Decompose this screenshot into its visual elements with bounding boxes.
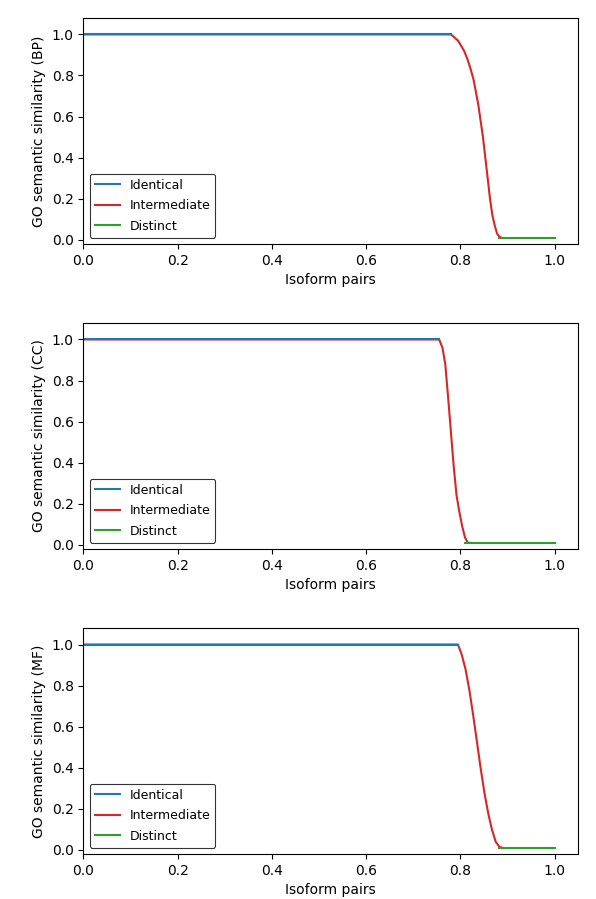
Intermediate [80,29,87,40]
Intermediate [492,836,499,847]
Intermediate [488,824,495,835]
Legend: Identical, Intermediate, Distinct: Identical, Intermediate, Distinct [89,479,215,543]
Distinct [551,538,558,548]
Distinct [496,842,503,853]
Intermediate [80,639,87,650]
Intermediate [464,538,471,548]
Y-axis label: GO semantic similarity (BP): GO semantic similarity (BP) [32,35,46,227]
Legend: Identical, Intermediate, Distinct: Identical, Intermediate, Distinct [89,784,215,848]
Intermediate [498,232,505,243]
Intermediate [461,532,468,543]
X-axis label: Isoform pairs: Isoform pairs [285,884,376,897]
Intermediate [445,392,452,403]
Intermediate [470,75,477,85]
Identical [80,639,87,650]
Line: Intermediate: Intermediate [83,340,470,543]
Identical [80,334,87,345]
Identical [436,334,443,345]
Intermediate [453,490,460,501]
Intermediate [448,426,455,437]
Intermediate [462,663,469,674]
Intermediate [470,709,477,720]
Intermediate [491,220,498,231]
Distinct [461,538,468,548]
Intermediate [465,684,473,695]
Intermediate [439,343,446,353]
Intermediate [454,639,461,650]
Intermediate [80,334,87,345]
Intermediate [482,152,489,163]
Intermediate [456,507,463,518]
Y-axis label: GO semantic similarity (MF): GO semantic similarity (MF) [32,645,46,838]
Identical [80,29,87,40]
Intermediate [489,209,496,220]
Intermediate [450,461,457,472]
Intermediate [472,86,479,97]
Intermediate [464,54,471,65]
Intermediate [458,649,465,660]
Intermediate [454,35,461,46]
Intermediate [461,46,468,57]
Intermediate [467,64,474,75]
Intermediate [479,132,486,143]
Distinct [551,842,558,853]
Intermediate [496,231,503,242]
Intermediate [436,334,443,345]
Distinct [496,232,503,243]
Intermediate [466,538,473,548]
Intermediate [473,735,480,746]
X-axis label: Isoform pairs: Isoform pairs [285,578,376,592]
Intermediate [481,787,488,797]
Intermediate [493,228,501,239]
Y-axis label: GO semantic similarity (CC): GO semantic similarity (CC) [32,340,46,532]
Intermediate [485,807,492,818]
Identical [448,29,455,40]
Intermediate [474,99,482,110]
Intermediate [484,173,491,183]
Line: Intermediate: Intermediate [83,645,503,848]
Intermediate [486,193,493,204]
Intermediate [477,762,484,773]
Intermediate [459,521,466,532]
Intermediate [499,842,507,853]
Legend: Identical, Intermediate, Distinct: Identical, Intermediate, Distinct [89,174,215,237]
Intermediate [477,115,484,126]
Intermediate [442,359,449,369]
Intermediate [448,29,455,40]
Identical [454,639,461,650]
X-axis label: Isoform pairs: Isoform pairs [285,273,376,287]
Line: Intermediate: Intermediate [83,34,502,237]
Distinct [551,232,558,243]
Intermediate [496,841,503,852]
